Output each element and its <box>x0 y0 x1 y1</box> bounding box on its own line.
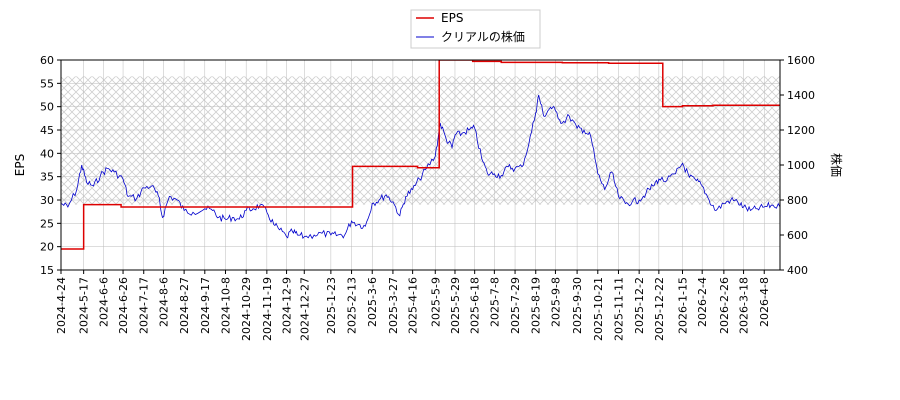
y-tick-label-left: 50 <box>40 101 54 114</box>
x-tick-label: 2025-7-8 <box>488 277 501 327</box>
x-tick-label: 2026-1-15 <box>676 277 689 334</box>
x-tick-label: 2025-7-29 <box>509 277 522 334</box>
x-tick-label: 2024-6-6 <box>97 277 110 327</box>
x-tick-label: 2025-9-8 <box>549 277 562 327</box>
y-tick-label-right: 400 <box>787 264 808 277</box>
x-tick-label: 2025-1-23 <box>325 277 338 334</box>
x-tick-label: 2026-2-26 <box>718 277 731 334</box>
x-tick-label: 2025-4-16 <box>407 277 420 334</box>
x-tick-label: 2025-6-18 <box>469 277 482 334</box>
y-tick-label-left: 55 <box>40 77 54 90</box>
left-axis: 15 20 25 30 35 40 45 50 55 60 <box>40 54 61 277</box>
series-layer <box>61 60 780 250</box>
series-line-price <box>61 94 780 240</box>
x-tick-label: 2025-12-2 <box>633 277 646 334</box>
x-tick-label: 2024-6-26 <box>117 277 130 334</box>
y-tick-label-right: 600 <box>787 229 808 242</box>
shaded-band <box>61 76 780 205</box>
x-axis: 2024-4-24 2024-5-17 2024-6-6 2024-6-26 2024-… <box>55 270 771 341</box>
x-tick-label: 2025-5-9 <box>429 277 442 327</box>
x-tick-label: 2024-11-19 <box>261 277 274 341</box>
legend-label-price: クリアルの株価 <box>441 29 525 44</box>
x-tick-label: 2025-9-30 <box>571 277 584 334</box>
legend-label-eps: EPS <box>441 11 463 25</box>
x-tick-label: 2024-10-8 <box>219 277 232 334</box>
x-tick-label: 2024-12-27 <box>298 277 311 341</box>
y-tick-label-left: 15 <box>40 264 54 277</box>
x-tick-label: 2024-8-27 <box>178 277 191 334</box>
x-tick-label: 2026-3-18 <box>738 277 751 334</box>
x-tick-label: 2025-5-29 <box>449 277 462 334</box>
x-tick-label: 2025-2-13 <box>346 277 359 334</box>
x-tick-label: 2024-8-6 <box>157 277 170 327</box>
y-tick-label-left: 60 <box>40 54 54 67</box>
series-line-eps <box>61 60 780 250</box>
y-tick-label-left: 35 <box>40 171 54 184</box>
x-tick-label: 2025-10-21 <box>592 277 605 341</box>
y-tick-label-left: 30 <box>40 194 54 207</box>
y-tick-label-left: 40 <box>40 147 54 160</box>
y-axis-title-right: 株価 <box>829 153 844 177</box>
y-tick-label-left: 45 <box>40 124 54 137</box>
x-tick-label: 2024-9-17 <box>199 277 212 334</box>
y-axis-title-left: EPS <box>13 154 27 176</box>
y-tick-label-right: 1400 <box>787 89 815 102</box>
legend: EPS クリアルの株価 <box>410 9 541 49</box>
y-tick-label-right: 800 <box>787 194 808 207</box>
x-tick-label: 2025-12-22 <box>653 277 666 341</box>
x-tick-label: 2026-4-8 <box>758 277 771 327</box>
x-tick-label: 2024-4-24 <box>55 277 68 334</box>
x-tick-label: 2024-5-17 <box>78 277 91 334</box>
y-tick-label-right: 1200 <box>787 124 815 137</box>
x-tick-label: 2025-11-11 <box>612 277 625 341</box>
y-tick-label-right: 1600 <box>787 54 815 67</box>
y-tick-label-right: 1000 <box>787 159 815 172</box>
x-tick-label: 2024-10-29 <box>240 277 253 341</box>
legend-box <box>410 9 541 49</box>
x-tick-label: 2025-3-27 <box>387 277 400 334</box>
x-tick-label: 2024-7-17 <box>138 277 151 334</box>
x-tick-label: 2025-8-19 <box>530 277 543 334</box>
y-tick-label-left: 20 <box>40 241 54 254</box>
x-tick-label: 2024-12-9 <box>281 277 294 334</box>
right-axis: 400 600 800 1000 1200 1400 1600 <box>780 54 815 277</box>
x-tick-label: 2026-2-4 <box>696 277 709 327</box>
y-tick-label-left: 25 <box>40 217 54 230</box>
x-tick-label: 2025-3-6 <box>366 277 379 327</box>
